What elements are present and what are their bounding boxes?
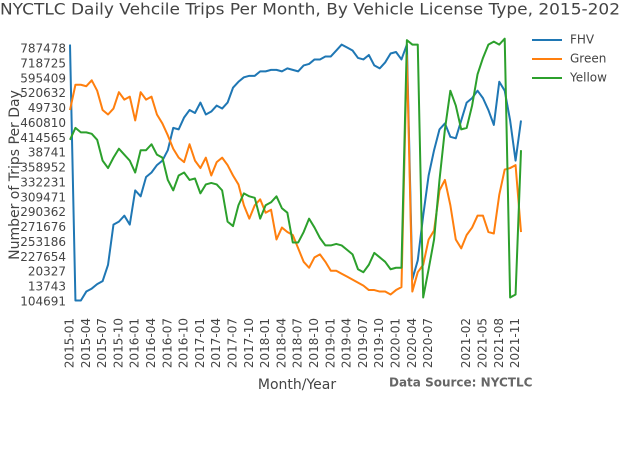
x-tick-label: 2017-04 bbox=[209, 318, 223, 368]
y-tick-label: 20327 bbox=[28, 265, 66, 279]
x-tick-label: 2016-10 bbox=[177, 318, 191, 368]
x-tick-label: 2021-11 bbox=[508, 318, 522, 368]
x-tick-label: 2015-01 bbox=[63, 318, 77, 368]
legend-label: FHV bbox=[570, 33, 595, 47]
x-tick-label: 2015-07 bbox=[95, 318, 109, 368]
y-tick-label: 38741 bbox=[28, 146, 66, 160]
y-tick-label: 309471 bbox=[20, 190, 66, 204]
x-tick-label: 2019-01 bbox=[323, 318, 337, 368]
y-tick-label: 227654 bbox=[20, 250, 66, 264]
x-tick-label: 2016-04 bbox=[144, 318, 158, 368]
y-tick-label: 595409 bbox=[20, 71, 66, 85]
x-tick-label: 2020-04 bbox=[405, 318, 419, 368]
x-tick-label: 2019-04 bbox=[340, 318, 354, 368]
y-tick-label: 358952 bbox=[20, 161, 66, 175]
y-tick-label: 718725 bbox=[20, 56, 66, 70]
x-tick-label: 2020-01 bbox=[389, 318, 403, 368]
x-tick-label: 2018-04 bbox=[274, 318, 288, 368]
line-series bbox=[69, 43, 522, 302]
y-tick-label: 49730 bbox=[28, 101, 66, 115]
x-tick-label: 2020-07 bbox=[421, 318, 435, 368]
source-note: Data Source: NYCTLC bbox=[389, 376, 533, 390]
x-tick-label: 2019-10 bbox=[372, 318, 386, 368]
x-tick-label: 2015-10 bbox=[111, 318, 125, 368]
x-tick-label: 2015-04 bbox=[79, 318, 93, 368]
legend-label: Yellow bbox=[569, 71, 607, 85]
x-tick-label: 2021-08 bbox=[492, 318, 506, 368]
y-tick-label: 104691 bbox=[20, 294, 66, 308]
x-tick-label: 2021-05 bbox=[475, 318, 489, 368]
y-tick-label: 787478 bbox=[20, 42, 66, 56]
x-tick-label: 2016-07 bbox=[160, 318, 174, 368]
y-tick-label: 13743 bbox=[28, 280, 66, 294]
x-tick-label: 2017-10 bbox=[242, 318, 256, 368]
y-tick-label: 520632 bbox=[20, 86, 66, 100]
legend-label: Green bbox=[570, 52, 606, 66]
y-tick-label: 290362 bbox=[20, 205, 66, 219]
x-tick-label: 2021-02 bbox=[459, 318, 473, 368]
y-tick-label: 460810 bbox=[20, 116, 66, 130]
x-tick-label: 2018-07 bbox=[291, 318, 305, 368]
x-tick-label: 2017-07 bbox=[226, 318, 240, 368]
x-tick-label: 2018-10 bbox=[307, 318, 321, 368]
x-tick-label: 2016-01 bbox=[128, 318, 142, 368]
y-tick-label: 253186 bbox=[20, 235, 66, 249]
line-series bbox=[69, 53, 522, 296]
y-axis-title: Number of Trips Per Day bbox=[7, 90, 23, 260]
line-series bbox=[69, 37, 522, 299]
y-tick-label: 332231 bbox=[20, 175, 66, 189]
x-axis-title: Month/Year bbox=[258, 377, 336, 393]
y-tick-label: 271676 bbox=[20, 220, 66, 234]
x-tick-label: 2017-01 bbox=[193, 318, 207, 368]
x-tick-label: 2019-07 bbox=[356, 318, 370, 368]
chart-title: NYCTLC Daily Vehcile Trips Per Month, By… bbox=[0, 0, 620, 19]
y-tick-label: 414565 bbox=[20, 131, 66, 145]
x-tick-label: 2018-01 bbox=[258, 318, 272, 368]
